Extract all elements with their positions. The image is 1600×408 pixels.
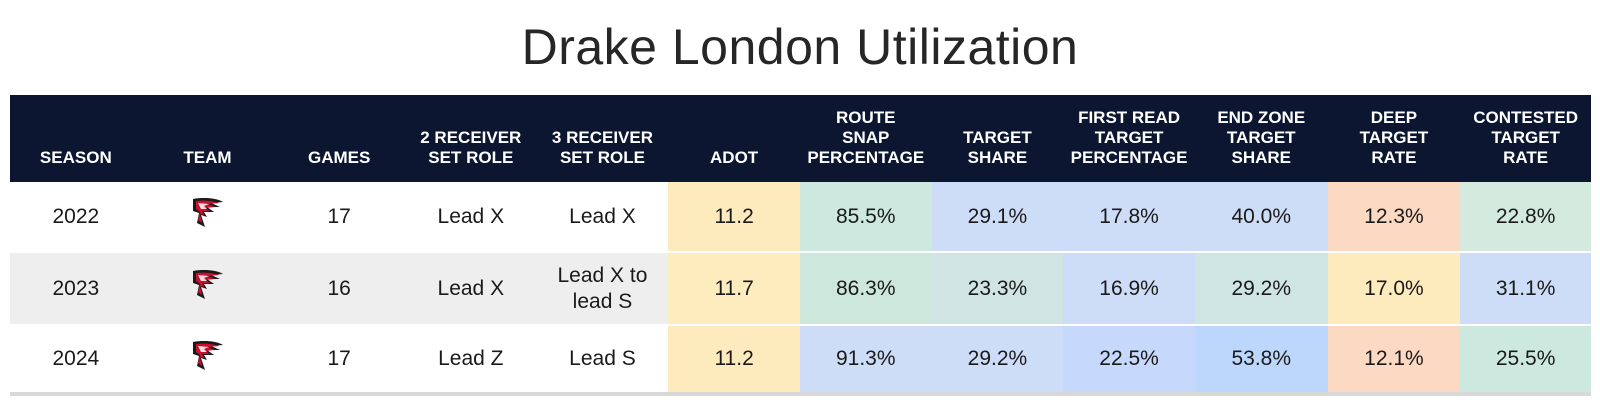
cell-team: [141, 252, 274, 326]
cell-adot: 11.2: [668, 325, 800, 396]
atlanta-falcons-logo-icon: [187, 265, 227, 305]
header-adot: ADOT: [710, 148, 759, 167]
header-season: SEASON: [39, 148, 112, 167]
table-row: 2022 17 Lead X Lead X 11.2 85.5% 29.1% 1…: [10, 182, 1591, 253]
cell-season: 2024: [10, 325, 142, 396]
atlanta-falcons-logo-icon: [187, 336, 227, 376]
header-2-receiver-set-role: 2 RECEIVER SET ROLE: [420, 128, 522, 167]
chart-title: Drake London Utilization: [521, 19, 1079, 75]
cell-season: 2022: [10, 182, 142, 253]
cell-first-read: 22.5%: [1063, 325, 1195, 396]
cell-2-receiver-role: Lead X: [404, 182, 537, 253]
cell-route-snap: 85.5%: [799, 182, 932, 253]
cell-team: [141, 182, 274, 253]
cell-end-zone: 53.8%: [1194, 325, 1328, 396]
header-row: SEASON TEAM GAMES 2 RECEIVER SET ROLE 3 …: [10, 95, 1591, 182]
header-target-share: TARGET SHARE: [963, 128, 1032, 167]
utilization-table: SEASON TEAM GAMES 2 RECEIVER SET ROLE 3 …: [10, 95, 1591, 396]
cell-adot: 11.7: [668, 252, 800, 326]
cell-games: 16: [273, 252, 405, 326]
cell-first-read: 17.8%: [1063, 182, 1195, 253]
cell-3-receiver-role: Lead X: [536, 182, 669, 253]
header-team: TEAM: [183, 148, 232, 167]
cell-team: [141, 325, 274, 396]
cell-target-share: 23.3%: [931, 252, 1064, 326]
cell-deep: 12.3%: [1327, 182, 1461, 253]
cell-first-read: 16.9%: [1063, 252, 1195, 326]
cell-2-receiver-role: Lead Z: [404, 325, 537, 396]
cell-deep: 12.1%: [1327, 325, 1461, 396]
header-first-read-target-percentage: FIRST READ TARGET PERCENTAGE: [1070, 108, 1188, 167]
cell-games: 17: [273, 325, 405, 396]
cell-route-snap: 91.3%: [799, 325, 932, 396]
header-games: GAMES: [307, 148, 371, 167]
header-contested-target-rate: CONTESTED TARGET RATE: [1473, 108, 1579, 167]
cell-end-zone: 40.0%: [1194, 182, 1328, 253]
header-end-zone-target-share: END ZONE TARGET SHARE: [1217, 108, 1306, 167]
cell-contested: 31.1%: [1460, 252, 1591, 326]
cell-adot: 11.2: [668, 182, 800, 253]
cell-end-zone: 29.2%: [1194, 252, 1328, 326]
cell-contested: 25.5%: [1460, 325, 1591, 396]
cell-target-share: 29.2%: [931, 325, 1064, 396]
header-3-receiver-set-role: 3 RECEIVER SET ROLE: [551, 128, 653, 167]
cell-3-receiver-role: Lead X to lead S: [536, 252, 669, 326]
cell-target-share: 29.1%: [931, 182, 1064, 253]
cell-route-snap: 86.3%: [799, 252, 932, 326]
cell-deep: 17.0%: [1327, 252, 1461, 326]
cell-2-receiver-role: Lead X: [404, 252, 537, 326]
table-row: 2024 17 Lead Z Lead S 11.2 91.3% 29.2% 2…: [10, 325, 1591, 396]
cell-contested: 22.8%: [1460, 182, 1591, 253]
header-route-snap-percentage: ROUTE SNAP PERCENTAGE: [807, 108, 925, 167]
cell-season: 2023: [10, 252, 142, 326]
table-row: 2023 16 Lead X Lead X to lead S 11.7 86.…: [10, 252, 1591, 326]
header-deep-target-rate: DEEP TARGET RATE: [1359, 108, 1429, 167]
cell-games: 17: [273, 182, 405, 253]
cell-3-receiver-role: Lead S: [536, 325, 669, 396]
atlanta-falcons-logo-icon: [187, 193, 227, 233]
